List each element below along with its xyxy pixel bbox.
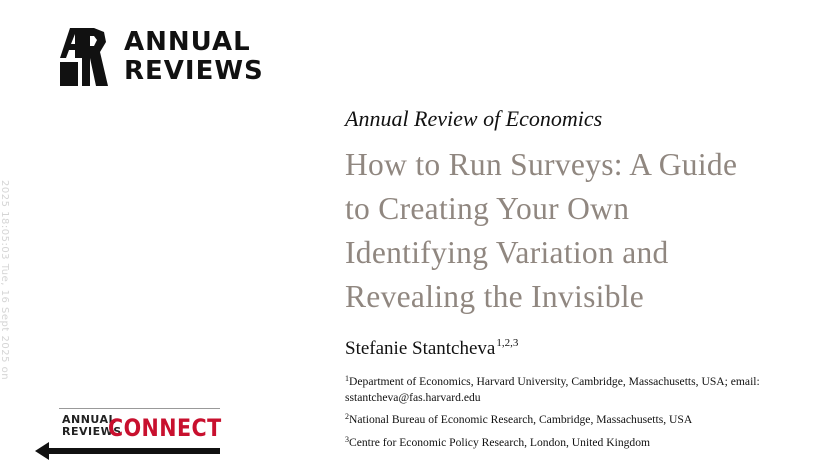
affiliation-2-text: National Bureau of Economic Research, Ca…: [349, 413, 693, 426]
affiliation-1-number: 1: [345, 374, 349, 383]
connect-small-reviews: REVIEWS: [62, 424, 122, 438]
affiliation-3-number: 3: [345, 434, 349, 444]
connect-label: CONNECT: [108, 414, 222, 442]
connect-small-wordmark: ANNUAL REVIEWS: [62, 414, 122, 437]
affiliation-3-text: Centre for Economic Policy Research, Lon…: [349, 435, 651, 449]
logo-line-reviews: REVIEWS: [124, 56, 264, 86]
title-line-3: Identifying Variation and: [345, 235, 669, 270]
logo-line-annual: ANNUAL: [124, 27, 251, 57]
title-line-4: Revealing the Invisible: [345, 279, 645, 314]
annual-reviews-ar-mark: [60, 28, 108, 86]
journal-name: Annual Review of Economics: [345, 106, 603, 131]
title-line-2: to Creating Your Own: [345, 191, 630, 226]
affiliations: 1Department of Economics, Harvard Univer…: [345, 371, 815, 454]
author: Stefanie Stantcheva1,2,3: [345, 337, 518, 360]
annual-reviews-connect-link[interactable]: ANNUAL REVIEWS CONNECT: [35, 408, 222, 465]
author-affiliation-marks: 1,2,3: [496, 337, 519, 349]
affiliation-2: 2National Bureau of Economic Research, C…: [345, 409, 815, 428]
annual-reviews-logo: ANNUAL REVIEWS: [60, 28, 290, 88]
affiliation-1: 1Department of Economics, Harvard Univer…: [345, 371, 815, 405]
affiliation-2-number: 2: [345, 412, 349, 421]
download-watermark: 2025 18:05:03 Tue, 16 Sept 2025 on: [0, 180, 10, 381]
affiliation-1-text: Department of Economics, Harvard Univers…: [345, 375, 760, 404]
affiliation-3: 3Centre for Economic Policy Research, Lo…: [345, 432, 815, 451]
author-name: Stefanie Stantcheva: [345, 338, 496, 359]
connect-divider: [59, 408, 220, 409]
logo-wordmark: ANNUAL REVIEWS: [124, 28, 264, 86]
connect-small-annual: ANNUAL: [62, 413, 117, 426]
arrow-left-icon: [35, 442, 220, 460]
article-title: How to Run Surveys: A Guide to Creating …: [345, 143, 825, 319]
title-line-1: How to Run Surveys: A Guide: [345, 147, 738, 182]
